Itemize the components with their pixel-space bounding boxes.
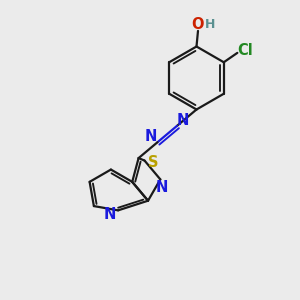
Text: N: N xyxy=(177,113,189,128)
Text: S: S xyxy=(148,155,158,170)
Text: O: O xyxy=(192,17,204,32)
Text: Cl: Cl xyxy=(237,43,253,58)
Text: N: N xyxy=(103,207,116,222)
Text: N: N xyxy=(145,129,157,144)
Text: H: H xyxy=(205,18,215,31)
Text: N: N xyxy=(156,180,168,195)
